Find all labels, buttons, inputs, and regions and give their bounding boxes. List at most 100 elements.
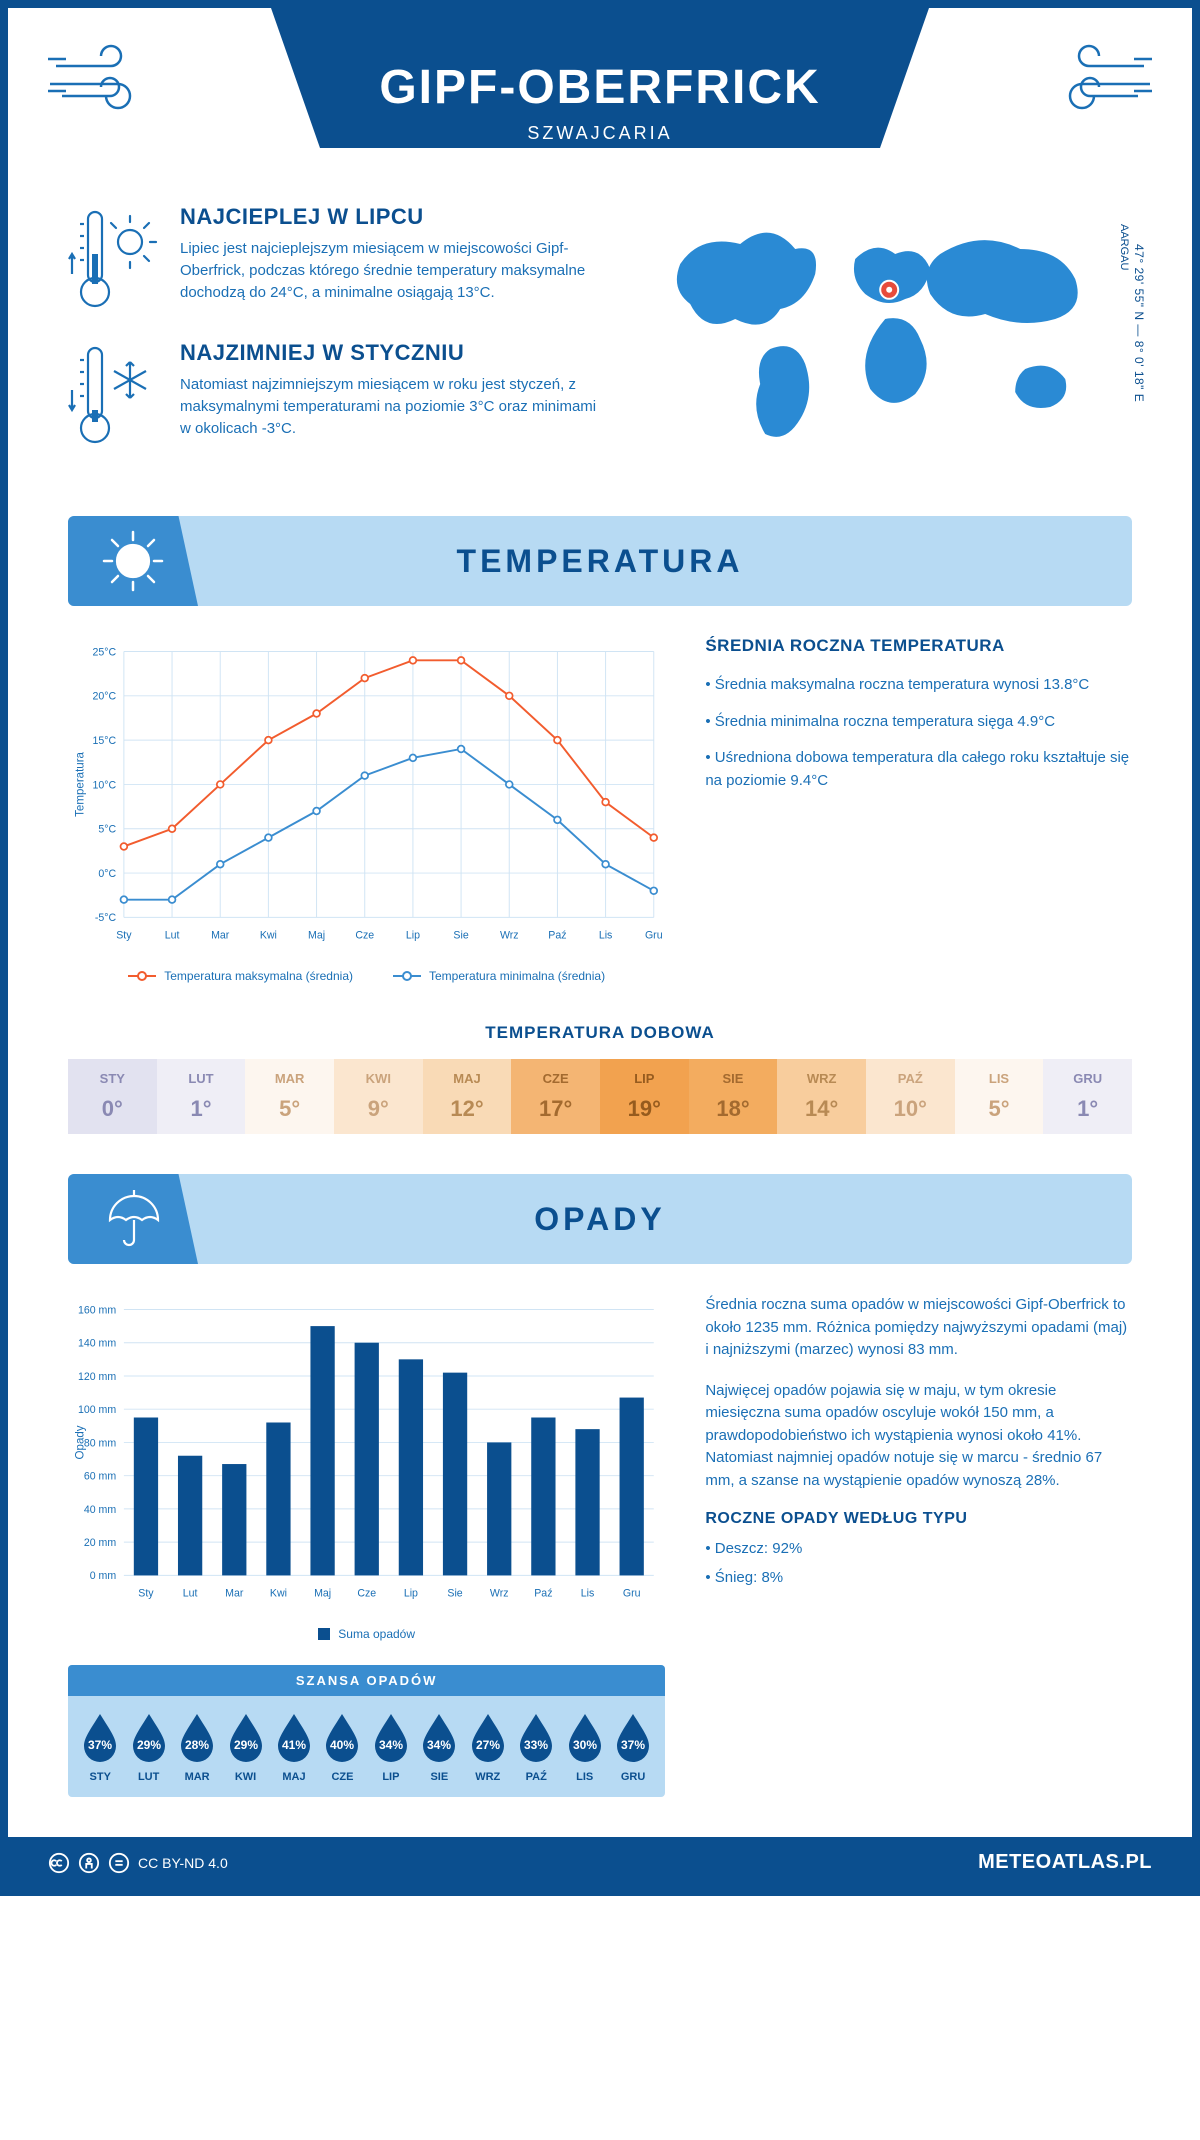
temperature-summary: ŚREDNIA ROCZNA TEMPERATURA • Średnia mak… bbox=[705, 636, 1132, 983]
thermometer-snow-icon bbox=[68, 340, 158, 450]
svg-text:-5°C: -5°C bbox=[95, 912, 117, 924]
svg-text:Sty: Sty bbox=[138, 1588, 154, 1600]
chance-drop: 30%LIS bbox=[560, 1710, 608, 1783]
svg-text:Mar: Mar bbox=[225, 1588, 244, 1600]
svg-text:Cze: Cze bbox=[357, 1588, 376, 1600]
temperature-title: TEMPERATURA bbox=[457, 543, 744, 580]
legend-rain-label: Suma opadów bbox=[338, 1627, 415, 1641]
footer: CC BY-ND 4.0 METEOATLAS.PL bbox=[8, 1837, 1192, 1888]
svg-text:160 mm: 160 mm bbox=[78, 1304, 116, 1316]
svg-text:34%: 34% bbox=[379, 1738, 403, 1752]
region-label: AARGAU bbox=[1118, 224, 1130, 270]
svg-text:27%: 27% bbox=[476, 1738, 500, 1752]
by-icon bbox=[78, 1852, 100, 1874]
svg-text:Paź: Paź bbox=[534, 1588, 552, 1600]
temperature-line-chart: -5°C0°C5°C10°C15°C20°C25°CStyLutMarKwiMa… bbox=[68, 636, 665, 956]
precip-text-2: Najwięcej opadów pojawia się w maju, w t… bbox=[705, 1380, 1132, 1493]
svg-text:Maj: Maj bbox=[314, 1588, 331, 1600]
precipitation-bar-chart: 0 mm20 mm40 mm60 mm80 mm100 mm120 mm140 … bbox=[68, 1294, 665, 1614]
chance-drop: 28%MAR bbox=[173, 1710, 221, 1783]
svg-text:120 mm: 120 mm bbox=[78, 1371, 116, 1383]
world-map-svg bbox=[628, 204, 1132, 464]
brand: METEOATLAS.PL bbox=[978, 1851, 1152, 1874]
chance-title: SZANSA OPADÓW bbox=[68, 1665, 665, 1696]
nd-icon bbox=[108, 1852, 130, 1874]
coldest-title: NAJZIMNIEJ W STYCZNIU bbox=[180, 340, 598, 366]
svg-text:28%: 28% bbox=[185, 1738, 209, 1752]
daily-cell: MAR5° bbox=[245, 1059, 334, 1134]
svg-text:0°C: 0°C bbox=[98, 868, 116, 880]
svg-text:Sie: Sie bbox=[453, 930, 468, 942]
svg-text:Mar: Mar bbox=[211, 930, 230, 942]
svg-text:Wrz: Wrz bbox=[500, 930, 519, 942]
svg-text:Maj: Maj bbox=[308, 930, 325, 942]
svg-text:40 mm: 40 mm bbox=[84, 1504, 117, 1516]
summary-bullet: • Średnia minimalna roczna temperatura s… bbox=[705, 711, 1132, 734]
svg-text:Paź: Paź bbox=[548, 930, 566, 942]
svg-text:Kwi: Kwi bbox=[270, 1588, 287, 1600]
precipitation-title: OPADY bbox=[534, 1201, 665, 1238]
svg-text:Sty: Sty bbox=[116, 930, 132, 942]
svg-text:34%: 34% bbox=[427, 1738, 451, 1752]
precipitation-chance-box: SZANSA OPADÓW 37%STY29%LUT28%MAR29%KWI41… bbox=[68, 1665, 665, 1797]
legend-max-label: Temperatura maksymalna (średnia) bbox=[164, 969, 353, 983]
daily-cell: SIE18° bbox=[689, 1059, 778, 1134]
intro-section: NAJCIEPLEJ W LIPCU Lipiec jest najcieple… bbox=[8, 194, 1192, 516]
temperature-legend: Temperatura maksymalna (średnia) Tempera… bbox=[68, 969, 665, 983]
warmest-title: NAJCIEPLEJ W LIPCU bbox=[180, 204, 598, 230]
svg-text:Gru: Gru bbox=[645, 930, 663, 942]
coldest-block: NAJZIMNIEJ W STYCZNIU Natomiast najzimni… bbox=[68, 340, 598, 450]
svg-text:5°C: 5°C bbox=[98, 824, 116, 836]
sun-icon bbox=[98, 526, 168, 596]
coordinates: 47° 29' 55" N — 8° 0' 18" E bbox=[1132, 244, 1146, 402]
cc-icon bbox=[48, 1852, 70, 1874]
chance-drop: 29%LUT bbox=[124, 1710, 172, 1783]
svg-text:15°C: 15°C bbox=[93, 735, 117, 747]
bytype-item: • Deszcz: 92% bbox=[705, 1538, 1132, 1561]
page-subtitle: SZWAJCARIA bbox=[48, 123, 1152, 144]
chance-drop: 34%SIE bbox=[415, 1710, 463, 1783]
legend-min-label: Temperatura minimalna (średnia) bbox=[429, 969, 605, 983]
precipitation-legend: Suma opadów bbox=[68, 1627, 665, 1641]
page-title: GIPF-OBERFRICK bbox=[48, 60, 1152, 115]
header: GIPF-OBERFRICK SZWAJCARIA bbox=[8, 8, 1192, 194]
svg-text:Temperatura: Temperatura bbox=[74, 751, 86, 816]
chance-drop: 34%LIP bbox=[367, 1710, 415, 1783]
svg-text:0 mm: 0 mm bbox=[90, 1570, 117, 1582]
umbrella-icon bbox=[98, 1184, 168, 1254]
svg-text:Lis: Lis bbox=[599, 930, 613, 942]
daily-cell: STY0° bbox=[68, 1059, 157, 1134]
temperature-chart-row: -5°C0°C5°C10°C15°C20°C25°CStyLutMarKwiMa… bbox=[8, 636, 1192, 1003]
coldest-text: Natomiast najzimniejszym miesiącem w rok… bbox=[180, 374, 598, 439]
daily-cell: MAJ12° bbox=[423, 1059, 512, 1134]
chance-drop: 40%CZE bbox=[318, 1710, 366, 1783]
svg-text:20 mm: 20 mm bbox=[84, 1537, 117, 1549]
chance-drop: 37%STY bbox=[76, 1710, 124, 1783]
daily-cell: LIP19° bbox=[600, 1059, 689, 1134]
daily-cell: LUT1° bbox=[157, 1059, 246, 1134]
daily-cell: WRZ14° bbox=[777, 1059, 866, 1134]
svg-text:10°C: 10°C bbox=[93, 779, 117, 791]
license: CC BY-ND 4.0 bbox=[48, 1852, 228, 1874]
precipitation-section-header: OPADY bbox=[68, 1174, 1132, 1264]
daily-cell: CZE17° bbox=[511, 1059, 600, 1134]
svg-text:60 mm: 60 mm bbox=[84, 1471, 117, 1483]
svg-text:140 mm: 140 mm bbox=[78, 1338, 116, 1350]
warmest-text: Lipiec jest najcieplejszym miesiącem w m… bbox=[180, 238, 598, 303]
daily-cell: LIS5° bbox=[955, 1059, 1044, 1134]
chance-drop: 37%GRU bbox=[609, 1710, 657, 1783]
temperature-section-header: TEMPERATURA bbox=[68, 516, 1132, 606]
temperature-summary-title: ŚREDNIA ROCZNA TEMPERATURA bbox=[705, 636, 1132, 656]
daily-temp-grid: STY0°LUT1°MAR5°KWI9°MAJ12°CZE17°LIP19°SI… bbox=[68, 1059, 1132, 1134]
daily-temp-title: TEMPERATURA DOBOWA bbox=[8, 1023, 1192, 1043]
svg-text:80 mm: 80 mm bbox=[84, 1437, 117, 1449]
svg-text:29%: 29% bbox=[137, 1738, 161, 1752]
svg-text:40%: 40% bbox=[330, 1738, 354, 1752]
svg-text:20°C: 20°C bbox=[93, 691, 117, 703]
daily-cell: PAŹ10° bbox=[866, 1059, 955, 1134]
precip-by-type-title: ROCZNE OPADY WEDŁUG TYPU bbox=[705, 1510, 1132, 1528]
chance-drop: 33%PAŹ bbox=[512, 1710, 560, 1783]
svg-text:29%: 29% bbox=[234, 1738, 258, 1752]
precipitation-row: 0 mm20 mm40 mm60 mm80 mm100 mm120 mm140 … bbox=[8, 1294, 1192, 1837]
precip-text-1: Średnia roczna suma opadów w miejscowośc… bbox=[705, 1294, 1132, 1362]
